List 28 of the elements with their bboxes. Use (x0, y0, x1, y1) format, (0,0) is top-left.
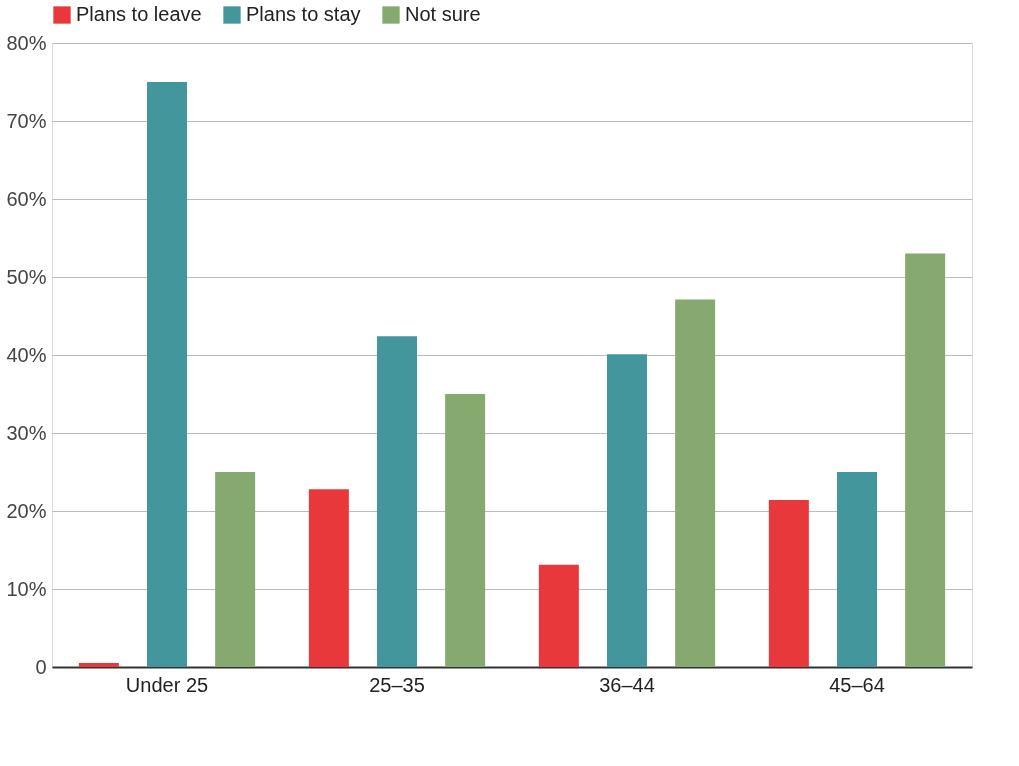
bar (308, 489, 349, 667)
legend-label: Plans to leave (76, 3, 202, 25)
bar (377, 336, 417, 667)
bar (837, 472, 877, 667)
legend-label: Not sure (405, 3, 481, 25)
y-tick-label: 20% (6, 499, 47, 522)
bar (905, 253, 946, 667)
bar (607, 354, 647, 667)
y-tick-label: 50% (6, 265, 47, 288)
y-tick-label: 30% (6, 421, 47, 444)
x-tick-label: 36–44 (599, 673, 655, 696)
y-tick-label: 60% (6, 187, 47, 210)
bar (768, 500, 809, 667)
y-tick-label: 80% (6, 31, 47, 54)
y-tick-label: 10% (6, 577, 47, 600)
x-tick-label: Under 25 (125, 673, 209, 696)
y-tick-label: 0 (35, 655, 47, 678)
y-tick-label: 70% (6, 109, 47, 132)
bar (675, 299, 716, 667)
bar (215, 472, 256, 667)
legend-label: Plans to stay (246, 3, 361, 25)
bar (538, 564, 579, 667)
x-tick-label: 25–35 (369, 673, 425, 696)
x-tick-label: 45–64 (829, 673, 885, 696)
bar (78, 663, 119, 667)
bar (147, 82, 187, 667)
bar (445, 394, 486, 667)
y-tick-label: 40% (6, 343, 47, 366)
